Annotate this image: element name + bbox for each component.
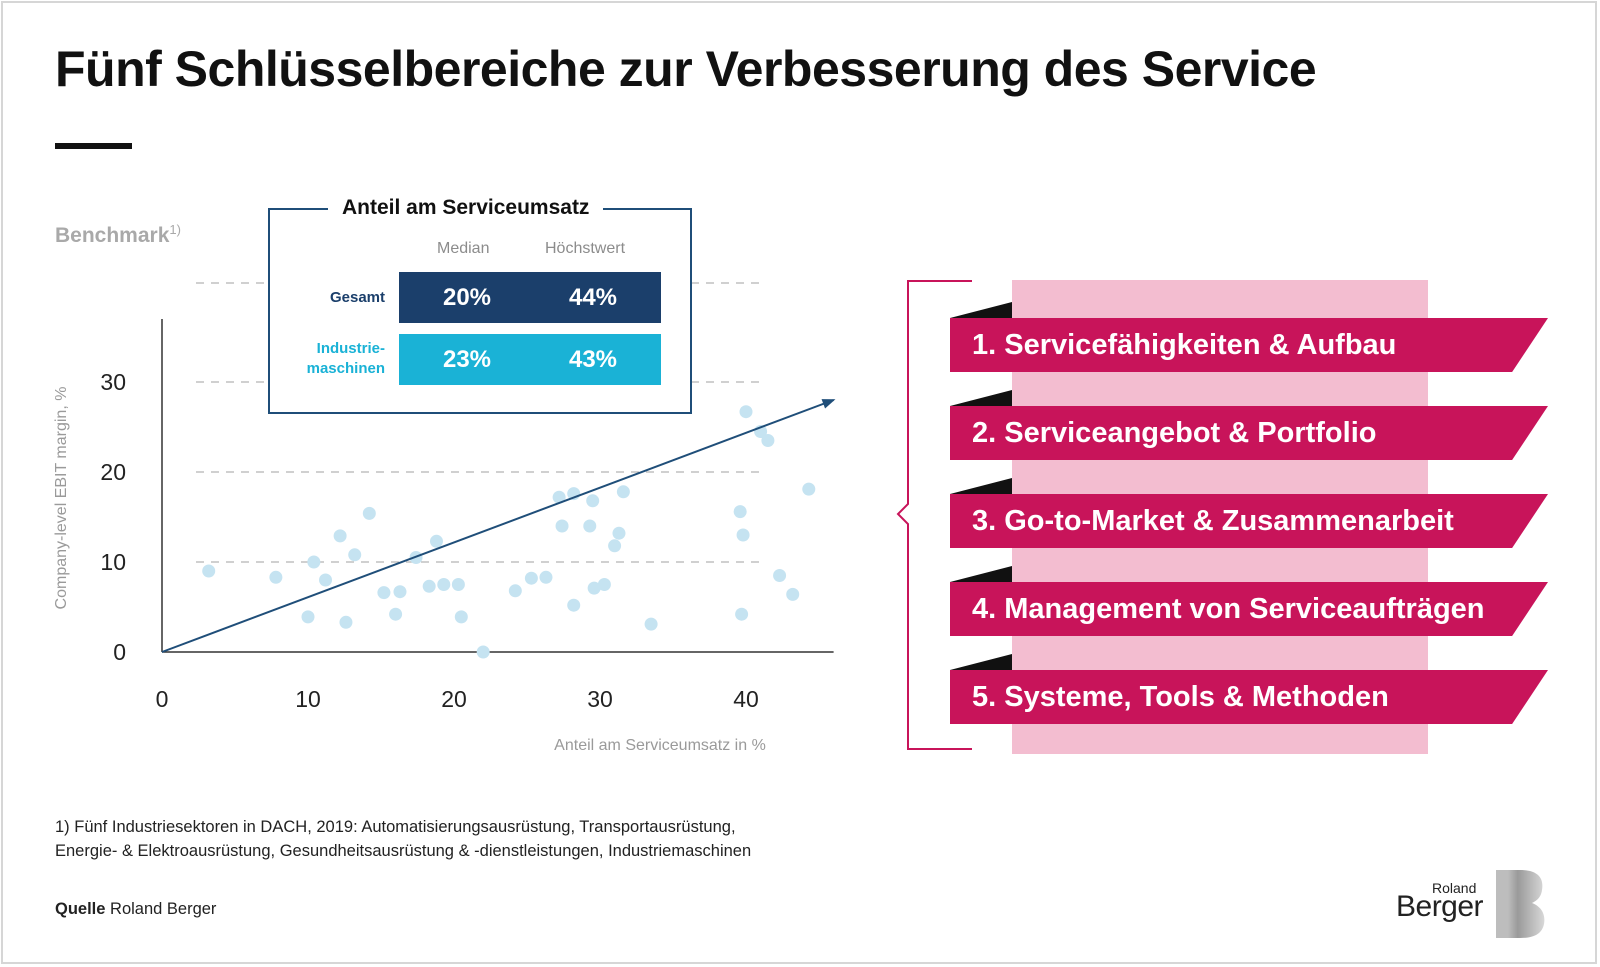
logo-text-roland: Roland (1432, 880, 1477, 896)
row-label-industrie: Industrie- maschinen (307, 339, 385, 379)
y-tick-label: 0 (113, 639, 126, 665)
chart-points (202, 405, 816, 659)
data-point (437, 578, 451, 591)
data-point (597, 578, 611, 591)
benchmark-text: Benchmark (55, 224, 170, 247)
data-point (333, 529, 347, 543)
row-label-gesamt-text: Gesamt (329, 289, 385, 306)
trend-arrowhead (821, 399, 836, 409)
x-tick-label: 10 (295, 686, 321, 712)
data-point (319, 573, 333, 587)
footnote-line-2: Energie- & Elektroausrüstung, Gesundheit… (55, 842, 752, 860)
data-point (422, 579, 436, 593)
data-point (587, 581, 601, 595)
data-point (524, 571, 538, 585)
data-point (761, 434, 775, 447)
logo-text-berger: Berger (1396, 890, 1484, 923)
data-point (269, 570, 283, 584)
data-point (735, 607, 749, 621)
source-label: Quelle (55, 900, 106, 918)
bar-gesamt: 20% 44% (399, 272, 661, 323)
footnote-line-1: 1) Fünf Industriesektoren in DACH, 2019:… (55, 818, 736, 836)
data-point (202, 564, 216, 578)
list-item-5: 5. Systeme, Tools & Methoden (950, 670, 1548, 724)
page-title: Fünf Schlüsselbereiche zur Verbesserung … (55, 41, 1317, 97)
data-point (377, 586, 391, 600)
x-tick-label: 30 (587, 686, 613, 712)
bar-industriemaschinen: 23% 43% (399, 334, 661, 385)
data-point (301, 610, 315, 624)
y-axis-title: Company-level EBIT margin, % (53, 387, 70, 610)
row-label-industrie-line2: maschinen (306, 360, 385, 377)
source-text: Roland Berger (110, 900, 217, 918)
benchmark-footnote-mark: 1) (169, 222, 181, 237)
list-item-3: 3. Go-to-Market & Zusammenarbeit (950, 494, 1548, 548)
gesamt-max-value: 44% (568, 283, 618, 311)
source-line: Quelle Roland Berger (55, 900, 216, 919)
benchmark-label: Benchmark1) (55, 222, 181, 248)
list-item-2: 2. Serviceangebot & Portfolio (950, 406, 1548, 460)
title-underline (55, 143, 132, 149)
x-tick-label: 40 (733, 686, 759, 712)
data-point (773, 569, 787, 582)
data-point (786, 587, 800, 601)
data-point (608, 539, 622, 553)
data-point (567, 598, 581, 612)
data-point (451, 578, 465, 591)
data-point (362, 506, 376, 520)
y-tick-label: 30 (100, 369, 126, 395)
x-axis-title: Anteil am Serviceumsatz in % (554, 737, 766, 754)
row-label-industrie-line1: Industrie- (316, 340, 385, 357)
data-point (454, 610, 468, 624)
gesamt-median-value: 20% (442, 283, 492, 311)
chart-trend (161, 399, 836, 653)
y-tick-label: 20 (100, 459, 126, 485)
data-point (339, 615, 353, 629)
data-point (429, 534, 443, 548)
data-point (739, 405, 753, 419)
data-point (616, 485, 630, 499)
column-head-median: Median (437, 240, 490, 257)
x-tick-label: 20 (441, 686, 467, 712)
x-tick-label: 0 (156, 686, 169, 712)
footnote: 1) Fünf Industriesektoren in DACH, 2019:… (55, 815, 751, 863)
y-tick-label: 10 (100, 549, 126, 575)
data-point (612, 526, 626, 540)
data-point (552, 490, 566, 504)
data-point (389, 607, 403, 621)
data-point (508, 584, 522, 598)
data-point (644, 617, 658, 631)
row-label-gesamt: Gesamt (330, 288, 385, 308)
data-point (348, 548, 362, 562)
data-point (802, 482, 816, 496)
data-point (555, 519, 569, 533)
industrie-median-value: 23% (442, 345, 492, 373)
data-point (393, 585, 407, 599)
chart-tick-labels: 0 10 20 30 0 10 20 30 40 (100, 369, 758, 712)
column-head-max: Höchstwert (545, 240, 626, 257)
list-item-1: 1. Servicefähigkeiten & Aufbau (950, 318, 1548, 372)
roland-berger-logo-icon (1496, 870, 1545, 938)
inset-title: Anteil am Serviceumsatz (328, 196, 604, 220)
chart-axes (161, 319, 834, 653)
trend-line (161, 399, 834, 653)
data-point (307, 555, 321, 569)
data-point (736, 528, 750, 542)
industrie-max-value: 43% (568, 345, 618, 373)
list-item-4: 4. Management von Serviceaufträgen (950, 582, 1548, 636)
data-point (586, 494, 600, 508)
data-point (733, 505, 747, 519)
data-point (583, 519, 597, 533)
data-point (476, 645, 490, 659)
scatter-chart: 0 10 20 30 0 10 20 30 40 Anteil am Serviceumsatz… (53, 282, 836, 754)
data-point (539, 570, 553, 584)
